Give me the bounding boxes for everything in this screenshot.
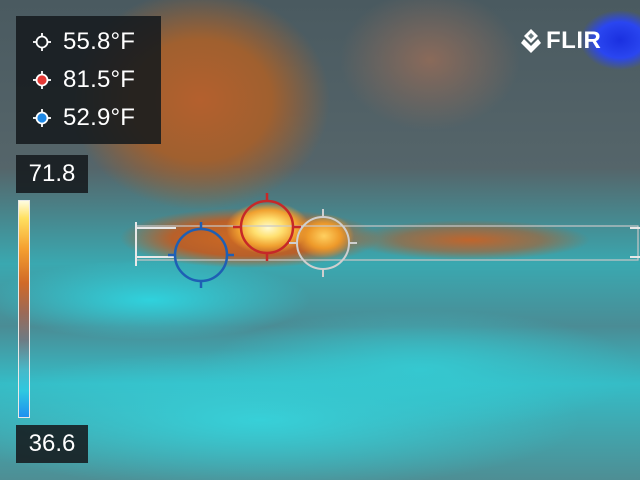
spot-reading-row[interactable]: 52.9°F [16, 98, 161, 138]
crosshair-white-icon [33, 33, 51, 51]
color-scale-bar [18, 200, 30, 418]
scale-max-box[interactable]: 71.8 [16, 155, 88, 193]
flir-logo: FLIR [520, 26, 601, 56]
max-temperature: 81.5°F [63, 66, 136, 93]
scale-max-label: 71.8 [28, 160, 76, 187]
spot-readings-panel: 55.8°F 81.5°F 52.9°F [16, 16, 161, 144]
spot-reading-row[interactable]: 55.8°F [16, 22, 161, 62]
spot-reading-row[interactable]: 81.5°F [16, 60, 161, 100]
flir-diamond-logo-icon [521, 29, 541, 53]
brand-name: FLIR [546, 27, 602, 54]
scale-min-label: 36.6 [28, 430, 76, 457]
min-temperature: 52.9°F [63, 104, 136, 131]
measurement-line-box[interactable] [135, 222, 640, 266]
spot-temperature: 55.8°F [63, 28, 136, 55]
crosshair-red-icon [33, 71, 51, 89]
hot-spot-marker[interactable] [233, 193, 301, 261]
scale-min-box[interactable]: 36.6 [16, 425, 88, 463]
crosshair-blue-icon [33, 109, 51, 127]
spot-meter-marker[interactable] [289, 209, 357, 277]
cold-spot-marker[interactable] [168, 222, 234, 288]
